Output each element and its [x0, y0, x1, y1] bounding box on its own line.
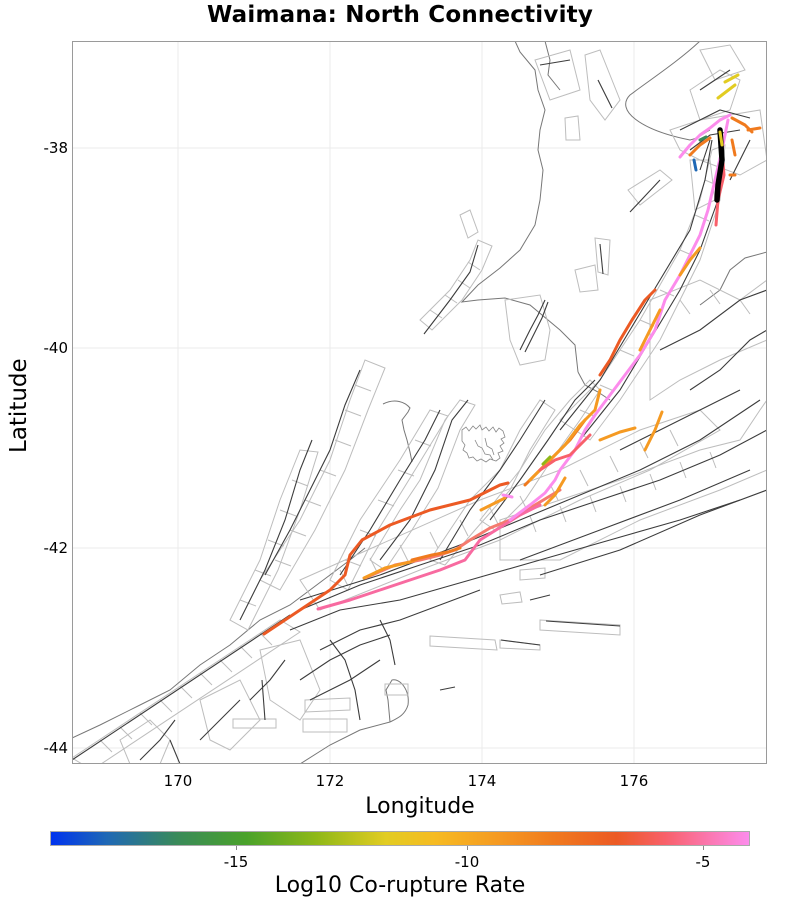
colorbar [50, 831, 750, 846]
fault-traces [73, 59, 766, 763]
colorbar-tick-mark [467, 846, 468, 850]
colorbar-tick-mark [236, 846, 237, 850]
y-tick-label: -38 [43, 139, 69, 157]
colorbar-label: Log10 Co-rupture Rate [274, 873, 526, 898]
coastline [73, 42, 766, 763]
gridlines [73, 42, 766, 763]
x-axis-label: Longitude [365, 794, 475, 819]
colorbar-tick-mark [703, 846, 704, 850]
map-canvas [73, 42, 766, 763]
fault-section-polygons [73, 44, 766, 763]
colorbar-tick-label: -10 [454, 853, 480, 871]
map-panel [72, 41, 767, 764]
chart-title: Waimana: North Connectivity [206, 2, 594, 28]
x-tick-label: 174 [467, 772, 497, 790]
colorbar-tick-label: -15 [223, 853, 249, 871]
y-tick-label: -44 [43, 739, 69, 757]
x-tick-label: 176 [619, 772, 649, 790]
y-axis-label-text: Latitude [6, 358, 32, 453]
y-tick-label: -42 [43, 539, 69, 557]
colorbar-tick-label: -5 [695, 853, 711, 871]
x-tick-label: 170 [163, 772, 193, 790]
y-tick-label: -40 [43, 339, 69, 357]
co-rupture-sections [262, 73, 762, 636]
marlborough-sounds [461, 424, 506, 463]
y-axis-label: Latitude [6, 358, 32, 453]
x-tick-label: 172 [315, 772, 345, 790]
